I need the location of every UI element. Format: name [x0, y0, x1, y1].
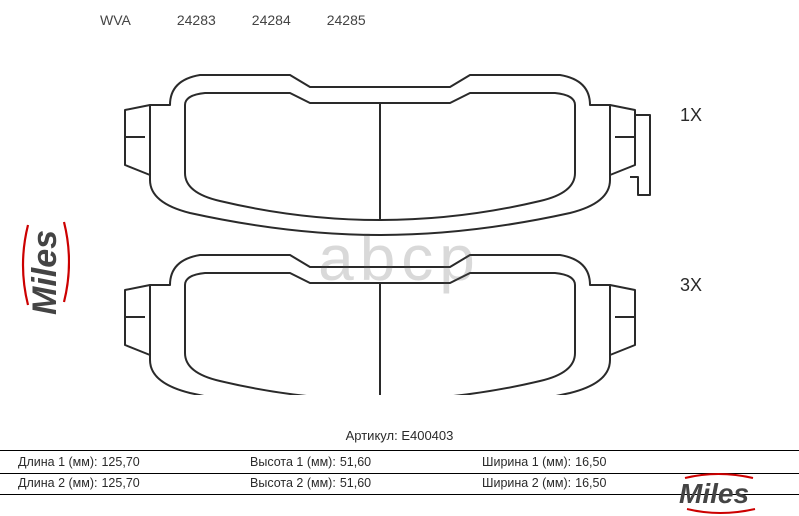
wva-code-2: 24285 — [327, 12, 366, 28]
width2-label: Ширина 2 (мм): — [482, 476, 571, 490]
brand-side-logo: Miles — [20, 170, 70, 320]
height2-label: Высота 2 (мм): — [250, 476, 336, 490]
width1-value: 16,50 — [575, 455, 606, 469]
length2-label: Длина 2 (мм): — [18, 476, 97, 490]
height2-value: 51,60 — [340, 476, 371, 490]
height1-label: Высота 1 (мм): — [250, 455, 336, 469]
brake-pad-diagram — [90, 45, 710, 395]
pad-bottom-qty: 3X — [680, 275, 702, 296]
wva-code-0: 24283 — [177, 12, 216, 28]
article-label: Артикул: — [346, 428, 398, 443]
svg-text:Miles: Miles — [26, 230, 64, 315]
wva-label: WVA — [100, 12, 131, 28]
width2-value: 16,50 — [575, 476, 606, 490]
wva-code-1: 24284 — [252, 12, 291, 28]
length1-label: Длина 1 (мм): — [18, 455, 97, 469]
length2-value: 125,70 — [101, 476, 139, 490]
svg-text:Miles: Miles — [679, 478, 749, 509]
height1-value: 51,60 — [340, 455, 371, 469]
brand-corner-logo: Miles — [673, 471, 793, 516]
length1-value: 125,70 — [101, 455, 139, 469]
pad-top-qty: 1X — [680, 105, 702, 126]
wva-codes-row: WVA 24283 24284 24285 — [100, 12, 366, 28]
width1-label: Ширина 1 (мм): — [482, 455, 571, 469]
article-value: E400403 — [401, 428, 453, 443]
article-line: Артикул: E400403 — [0, 428, 799, 443]
